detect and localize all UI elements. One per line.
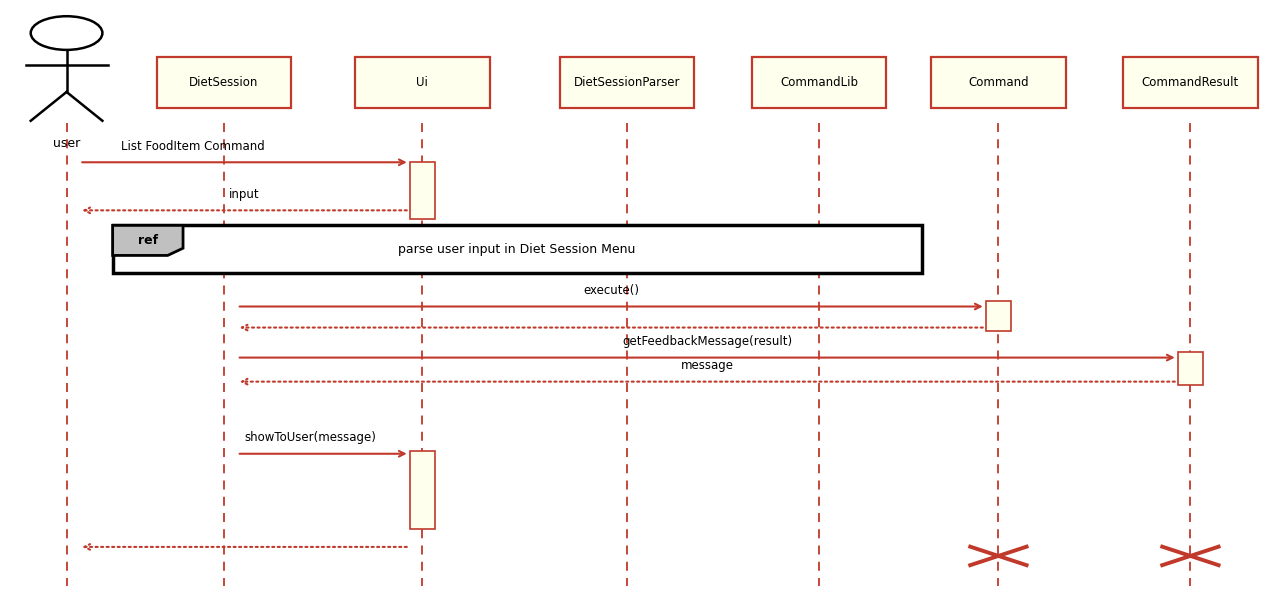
Text: execute(): execute() (584, 284, 639, 297)
Text: message: message (681, 359, 733, 372)
Text: getFeedbackMessage(result): getFeedbackMessage(result) (622, 335, 792, 348)
Text: parse user input in Diet Session Menu: parse user input in Diet Session Menu (398, 243, 636, 256)
Text: CommandResult: CommandResult (1142, 76, 1239, 89)
Text: DietSession: DietSession (189, 76, 259, 89)
FancyBboxPatch shape (561, 57, 694, 108)
Text: user: user (52, 137, 81, 150)
Text: DietSessionParser: DietSessionParser (573, 76, 681, 89)
Text: ref: ref (138, 234, 157, 247)
FancyBboxPatch shape (1124, 57, 1258, 108)
Text: input: input (229, 188, 260, 201)
FancyBboxPatch shape (932, 57, 1065, 108)
FancyBboxPatch shape (157, 57, 292, 108)
Text: Command: Command (968, 76, 1029, 89)
Text: showToUser(message): showToUser(message) (244, 431, 376, 444)
Text: Ui: Ui (416, 76, 429, 89)
FancyBboxPatch shape (356, 57, 490, 108)
FancyBboxPatch shape (986, 300, 1011, 331)
FancyBboxPatch shape (1178, 352, 1203, 385)
Polygon shape (113, 225, 183, 255)
FancyBboxPatch shape (410, 162, 435, 219)
FancyBboxPatch shape (410, 451, 435, 529)
FancyBboxPatch shape (113, 225, 922, 273)
Text: CommandLib: CommandLib (781, 76, 858, 89)
Text: List FoodItem Command: List FoodItem Command (122, 139, 265, 153)
FancyBboxPatch shape (753, 57, 886, 108)
